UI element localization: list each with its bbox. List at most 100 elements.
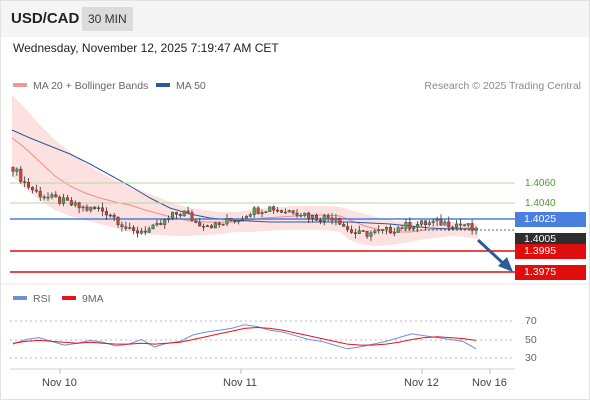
candle-body bbox=[252, 207, 256, 215]
candle-body bbox=[11, 167, 15, 172]
support-badge-1: 1.3995 bbox=[515, 244, 586, 259]
candle-body bbox=[62, 197, 66, 204]
candle-body bbox=[404, 222, 408, 229]
symbol-title: USD/CAD bbox=[11, 10, 80, 27]
candle-body bbox=[268, 206, 272, 212]
candle-body bbox=[369, 232, 373, 237]
candle-body bbox=[451, 226, 455, 229]
candle-body bbox=[19, 168, 23, 182]
ma50-swatch bbox=[156, 83, 170, 88]
candle-body bbox=[357, 230, 361, 234]
candle-body bbox=[81, 206, 85, 209]
last-price-badge: 1.4005 bbox=[515, 233, 586, 246]
candle-body bbox=[69, 200, 73, 206]
candle-body bbox=[174, 212, 178, 215]
candle-body bbox=[287, 210, 291, 213]
candle-body bbox=[365, 230, 369, 237]
candle-body bbox=[420, 220, 424, 225]
forecast-arrow-shaft bbox=[476, 238, 507, 267]
candle-body bbox=[264, 211, 268, 213]
candle-body bbox=[385, 226, 389, 230]
resistance-badge: 1.4025 bbox=[515, 212, 586, 227]
candle-body bbox=[283, 211, 287, 214]
candle-body bbox=[396, 227, 400, 233]
candle-body bbox=[93, 206, 97, 209]
candle-body bbox=[217, 222, 221, 225]
candle-body bbox=[34, 189, 38, 192]
candle-body bbox=[431, 220, 435, 223]
candle-body bbox=[435, 218, 439, 222]
candle-body bbox=[194, 220, 198, 223]
legend-ma20: MA 20 + Bollinger Bands bbox=[13, 80, 148, 92]
candle-body bbox=[299, 214, 303, 217]
ma20-swatch bbox=[13, 83, 27, 88]
candle-body bbox=[23, 181, 27, 183]
x-label-nov11: Nov 11 bbox=[223, 377, 258, 389]
interval-button[interactable]: 30 MIN bbox=[82, 7, 133, 31]
candle-body bbox=[225, 218, 229, 225]
candle-body bbox=[400, 227, 404, 229]
candle-body bbox=[322, 215, 326, 222]
candle-body bbox=[458, 223, 462, 226]
candle-body bbox=[202, 225, 206, 228]
candle-body bbox=[50, 194, 54, 198]
candle-body bbox=[97, 207, 101, 210]
rsi-tick-70: 70 bbox=[525, 315, 537, 327]
candle-body bbox=[318, 219, 322, 222]
candle-body bbox=[104, 210, 108, 216]
forecast-arrow-head bbox=[498, 257, 513, 272]
candle-body bbox=[408, 222, 412, 229]
candle-body bbox=[423, 220, 427, 226]
candle-body bbox=[182, 210, 186, 216]
rsi-ma-line bbox=[12, 326, 477, 346]
legend-ma50: MA 50 bbox=[156, 80, 206, 92]
candle-body bbox=[314, 214, 318, 221]
candle-body bbox=[427, 222, 431, 226]
candle-body bbox=[392, 232, 396, 234]
candle-body bbox=[373, 230, 377, 233]
candle-body bbox=[466, 223, 470, 226]
ma50-label: MA 50 bbox=[176, 80, 206, 92]
candle-body bbox=[120, 224, 124, 228]
candle-body bbox=[213, 222, 217, 229]
ma20-line bbox=[11, 137, 479, 233]
candle-body bbox=[388, 226, 392, 234]
candle-body bbox=[412, 227, 416, 229]
candlestick-series bbox=[11, 166, 478, 242]
rsi-legend: RSI bbox=[13, 293, 51, 305]
candle-body bbox=[54, 194, 58, 198]
bollinger-band-area bbox=[12, 95, 478, 246]
candle-body bbox=[221, 223, 225, 226]
candle-body bbox=[307, 212, 311, 219]
candle-body bbox=[381, 229, 385, 231]
candle-body bbox=[15, 168, 19, 172]
candle-body bbox=[353, 232, 357, 234]
candle-body bbox=[147, 228, 151, 233]
candle-body bbox=[361, 230, 365, 232]
candle-body bbox=[248, 214, 252, 217]
candle-body bbox=[167, 217, 171, 220]
candle-body bbox=[237, 220, 241, 222]
candle-body bbox=[132, 227, 136, 231]
candle-body bbox=[349, 229, 353, 233]
rsi-tick-50: 50 bbox=[525, 334, 537, 346]
ma20-label: MA 20 + Bollinger Bands bbox=[33, 80, 149, 92]
candle-body bbox=[38, 191, 42, 198]
candle-body bbox=[198, 222, 202, 227]
candle-body bbox=[455, 223, 459, 228]
candle-body bbox=[178, 214, 182, 216]
candle-body bbox=[474, 227, 478, 231]
research-credit: Research © 2025 Trading Central bbox=[424, 80, 581, 92]
candle-body bbox=[229, 218, 233, 221]
timestamp: Wednesday, November 12, 2025 7:19:47 AM … bbox=[13, 41, 279, 55]
candle-body bbox=[256, 207, 260, 214]
candle-body bbox=[241, 218, 245, 221]
candle-body bbox=[73, 202, 77, 206]
candle-body bbox=[443, 221, 447, 226]
candle-body bbox=[338, 218, 342, 225]
candle-body bbox=[89, 206, 93, 211]
candle-body bbox=[139, 230, 143, 234]
candle-body bbox=[159, 223, 163, 225]
candle-body bbox=[233, 220, 237, 222]
